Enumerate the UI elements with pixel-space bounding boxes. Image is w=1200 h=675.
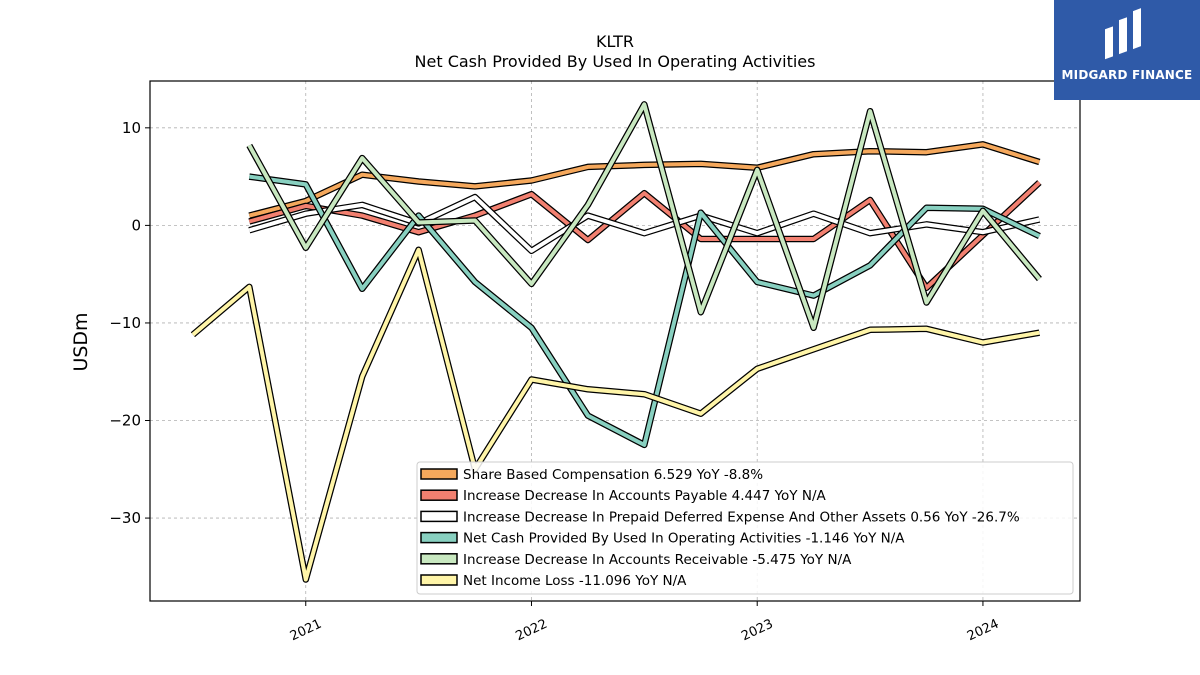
legend-entry: Increase Decrease In Accounts Receivable… [463, 552, 852, 568]
series-line [248, 193, 1041, 255]
series-line-fill [248, 195, 1040, 253]
series-line [190, 246, 1040, 583]
x-tick-label: 2021 [288, 617, 324, 645]
legend: Share Based Compensation 6.529 YoY -8.8%… [416, 461, 1074, 595]
chart-subtitle: Net Cash Provided By Used In Operating A… [415, 52, 816, 71]
midgard-logo-icon [1105, 8, 1141, 60]
y-tick-label: −30 [109, 509, 141, 527]
plot-frame [149, 80, 1081, 602]
x-tick-label: 2024 [965, 617, 1001, 645]
series-line-fill [249, 174, 1041, 447]
legend-swatch [420, 468, 458, 480]
series-line [246, 101, 1042, 332]
y-tick-label: 0 [131, 216, 141, 234]
legend-entry: Net Income Loss -11.096 YoY N/A [463, 573, 687, 589]
legend-box [416, 461, 1074, 595]
legend-swatch [420, 510, 458, 523]
series-lines [190, 101, 1042, 583]
x-tick-label: 2022 [514, 617, 550, 645]
legend-entry: Share Based Compensation 6.529 YoY -8.8% [463, 467, 763, 483]
legend-swatch [420, 553, 458, 565]
legend-entry: Increase Decrease In Prepaid Deferred Ex… [463, 509, 1020, 525]
chart-title: KLTR [596, 32, 634, 51]
midgard-finance-logo: MIDGARD FINANCE [1054, 0, 1200, 100]
logo-text: MIDGARD FINANCE [1061, 68, 1193, 82]
y-axis-label: USDm [70, 312, 92, 371]
x-tick-label: 2023 [739, 617, 775, 645]
y-tick-label: −10 [109, 314, 141, 332]
series-line-fill [248, 181, 1041, 290]
series-line [248, 180, 1042, 292]
series-line-fill [247, 102, 1041, 330]
legend-swatch [420, 574, 458, 586]
legend-swatch [420, 489, 458, 501]
y-tick-label: 10 [122, 119, 141, 137]
y-tick-label: −20 [109, 412, 141, 430]
legend-swatch [420, 531, 458, 544]
series-line-fill [191, 247, 1040, 582]
legend-entry: Net Cash Provided By Used In Operating A… [463, 531, 905, 547]
series-line [248, 173, 1041, 449]
legend-entry: Increase Decrease In Accounts Payable 4.… [463, 488, 826, 504]
